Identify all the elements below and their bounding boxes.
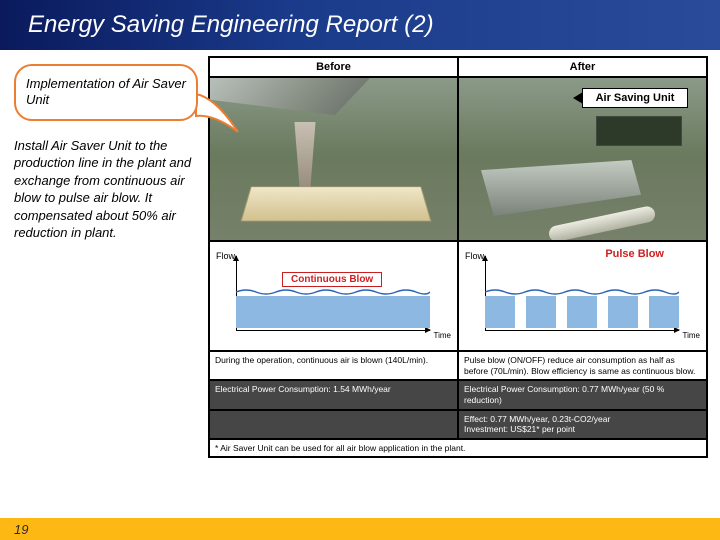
page-number: 19 xyxy=(0,522,28,537)
machine-photo-before xyxy=(210,78,457,240)
base-plate-icon xyxy=(241,187,432,222)
air-saving-unit-label: Air Saving Unit xyxy=(582,88,688,108)
page-title: Energy Saving Engineering Report (2) xyxy=(28,11,434,39)
caption-after: Pulse blow (ON/OFF) reduce air consumpti… xyxy=(458,351,707,380)
machine-photo-after: Air Saving Unit xyxy=(459,78,706,240)
time-axis-label: Time xyxy=(434,331,451,340)
figure-header-row: Before After xyxy=(209,57,707,77)
chart-after: Flow Time Pulse Blow xyxy=(458,241,707,351)
header-after: After xyxy=(458,57,707,77)
pulse-bar xyxy=(608,296,638,328)
callout-title: Implementation of Air Saver Unit xyxy=(26,76,186,109)
tube-icon xyxy=(548,205,657,241)
slide-body: Implementation of Air Saver Unit Install… xyxy=(0,50,720,510)
wave-line-icon xyxy=(485,288,679,296)
title-bar: Energy Saving Engineering Report (2) xyxy=(0,0,720,50)
footnote: * Air Saver Unit can be used for all air… xyxy=(209,439,707,458)
continuous-blow-label: Continuous Blow xyxy=(282,272,382,287)
pulse-bars xyxy=(485,296,679,328)
page-footer: 19 xyxy=(0,518,720,540)
right-column: Before After Air Saving Unit xyxy=(208,50,720,510)
pulse-bar xyxy=(485,296,515,328)
pulse-bar xyxy=(567,296,597,328)
time-axis-label: Time xyxy=(683,331,700,340)
continuous-area xyxy=(236,296,430,328)
caption-before: During the operation, continuous air is … xyxy=(209,351,458,380)
power-before: Electrical Power Consumption: 1.54 MWh/y… xyxy=(209,380,458,409)
chart-before: Flow Time Continuous Blow xyxy=(209,241,458,351)
air-saving-unit-icon xyxy=(596,116,682,146)
photo-after: Air Saving Unit xyxy=(458,77,707,241)
callout-tail-icon xyxy=(194,92,240,134)
caption-row: During the operation, continuous air is … xyxy=(209,351,707,380)
power-after: Electrical Power Consumption: 0.77 MWh/y… xyxy=(458,380,707,409)
pulse-blow-label: Pulse Blow xyxy=(605,248,664,260)
callout-bubble: Implementation of Air Saver Unit xyxy=(14,64,198,121)
pulse-bar xyxy=(649,296,679,328)
x-axis-icon xyxy=(236,330,430,331)
chart-row: Flow Time Continuous Blow Flow Time Puls… xyxy=(209,241,707,351)
header-before: Before xyxy=(209,57,458,77)
wave-line-icon xyxy=(236,288,430,296)
photo-row: Air Saving Unit xyxy=(209,77,707,241)
left-column: Implementation of Air Saver Unit Install… xyxy=(0,50,208,510)
effect-cell: Effect: 0.77 MWh/year, 0.23t-CO2/year In… xyxy=(458,410,707,439)
x-axis-icon xyxy=(485,330,679,331)
effect-row: Effect: 0.77 MWh/year, 0.23t-CO2/year In… xyxy=(209,410,707,439)
figure-table: Before After Air Saving Unit xyxy=(208,56,708,458)
pipe-icon xyxy=(481,160,641,216)
effect-spacer xyxy=(209,410,458,439)
body-paragraph: Install Air Saver Unit to the production… xyxy=(14,137,198,242)
photo-before xyxy=(209,77,458,241)
pulse-bar xyxy=(526,296,556,328)
power-row: Electrical Power Consumption: 1.54 MWh/y… xyxy=(209,380,707,409)
